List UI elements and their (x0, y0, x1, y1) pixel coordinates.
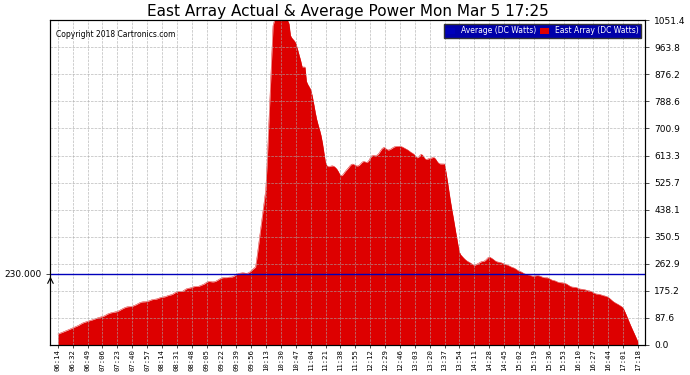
Title: East Array Actual & Average Power Mon Mar 5 17:25: East Array Actual & Average Power Mon Ma… (147, 4, 549, 19)
Legend: Average (DC Watts), East Array (DC Watts): Average (DC Watts), East Array (DC Watts… (444, 24, 642, 38)
Text: Copyright 2018 Cartronics.com: Copyright 2018 Cartronics.com (57, 30, 176, 39)
